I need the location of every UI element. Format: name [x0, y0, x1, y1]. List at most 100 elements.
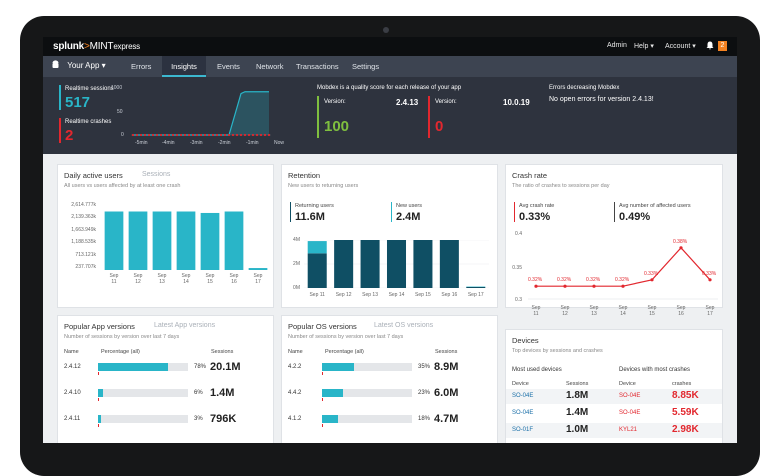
- realtime-crash-point: [228, 134, 230, 136]
- realtime-crash-point: [224, 134, 226, 136]
- mobdex-a-version: 2.4.13: [396, 98, 418, 107]
- tab-transactions[interactable]: Transactions: [294, 56, 341, 77]
- version-name: 4.4.2: [288, 390, 301, 396]
- device-name[interactable]: KYL21: [619, 427, 637, 433]
- device-crashes-value: 8.85K: [672, 390, 699, 401]
- sessions-value: 20.1M: [210, 361, 241, 373]
- avg-crash-rate-value: 0.33%: [519, 211, 550, 223]
- tab-sessions[interactable]: Sessions: [142, 171, 170, 178]
- crash-marker: [98, 398, 99, 401]
- retention-card: Retention New users to returning users R…: [281, 164, 498, 308]
- dau-bar[interactable]: [225, 212, 244, 271]
- sessions-value: 4.7M: [434, 413, 458, 425]
- tab-settings[interactable]: Settings: [350, 56, 381, 77]
- realtime-xtick: -1min: [246, 140, 259, 146]
- tab-latest-app-versions[interactable]: Latest App versions: [154, 322, 215, 329]
- sessions-value: 6.0M: [434, 387, 458, 399]
- notification-badge[interactable]: 2: [718, 41, 727, 51]
- card-subtitle: All users vs users affected by at least …: [64, 183, 180, 189]
- device-name[interactable]: SO-04E: [619, 410, 640, 416]
- dau-bar[interactable]: [249, 268, 268, 270]
- realtime-crash-point: [220, 134, 222, 136]
- admin-link[interactable]: Admin: [607, 42, 627, 49]
- percentage-bar-fill: [322, 363, 354, 371]
- percentage-value: 23%: [418, 390, 430, 396]
- crash-rate-point[interactable]: [679, 246, 682, 249]
- realtime-sessions-area: [133, 92, 269, 135]
- brand-name: splunk: [53, 41, 84, 52]
- chevron-down-icon: ▾: [102, 61, 106, 70]
- realtime-crash-point: [184, 134, 186, 136]
- device-name[interactable]: SO-04E: [512, 410, 533, 416]
- realtime-crash-point: [172, 134, 174, 136]
- version-name: 4.1.2: [288, 416, 301, 422]
- avg-affected-users-accent: [614, 202, 615, 222]
- app-selector[interactable]: Your App ▾: [51, 60, 106, 70]
- brand-logo[interactable]: splunk>MINTexpress: [53, 41, 140, 52]
- mobdex-a-accent: [317, 96, 319, 138]
- mobdex-b-accent: [428, 96, 430, 138]
- most-crashes-devices-title: Devices with most crashes: [619, 367, 690, 373]
- dau-bar[interactable]: [201, 213, 220, 270]
- crash-rate-point[interactable]: [563, 285, 566, 288]
- retention-returning-bar[interactable]: [308, 253, 327, 288]
- percentage-bar-fill: [98, 415, 101, 423]
- tab-events[interactable]: Events: [215, 56, 242, 77]
- tab-latest-os-versions[interactable]: Latest OS versions: [374, 322, 433, 329]
- crash-marker: [98, 424, 99, 427]
- bell-icon[interactable]: [706, 41, 714, 50]
- retention-chart: [304, 240, 489, 288]
- tab-network[interactable]: Network: [254, 56, 286, 77]
- help-menu[interactable]: Help ▾: [634, 42, 654, 50]
- percentage-value: 3%: [194, 416, 203, 422]
- device-name[interactable]: SO-04E: [512, 393, 533, 399]
- crash-marker: [98, 372, 99, 375]
- percentage-value: 78%: [194, 364, 206, 370]
- tab-insights[interactable]: Insights: [162, 56, 206, 77]
- retention-returning-bar[interactable]: [387, 240, 406, 288]
- retention-new-bar[interactable]: [308, 241, 327, 253]
- dau-bar[interactable]: [177, 212, 196, 271]
- dau-bar[interactable]: [153, 212, 172, 271]
- camera-icon: [383, 27, 389, 33]
- device-name[interactable]: SO-04E: [619, 393, 640, 399]
- retention-returning-bar[interactable]: [413, 240, 432, 288]
- crash-rate-point[interactable]: [708, 278, 711, 281]
- returning-users-label: Returning users: [295, 203, 334, 209]
- dau-chart: [102, 205, 270, 270]
- card-subtitle: New users to returning users: [288, 183, 358, 189]
- dau-bar[interactable]: [105, 212, 124, 271]
- retention-returning-bar[interactable]: [440, 240, 459, 288]
- retention-returning-bar[interactable]: [361, 240, 380, 288]
- realtime-xtick: -5min: [135, 140, 148, 146]
- version-name: 2.4.11: [64, 416, 80, 422]
- percentage-value: 35%: [418, 364, 430, 370]
- retention-returning-bar[interactable]: [466, 287, 485, 288]
- tab-errors[interactable]: Errors: [129, 56, 153, 77]
- crash-rate-point[interactable]: [621, 285, 624, 288]
- realtime-stats-panel: Realtime sessions 517 Realtime crashes 2…: [43, 77, 737, 154]
- crash-rate-point[interactable]: [650, 278, 653, 281]
- sessions-value: 1.4M: [210, 387, 234, 399]
- realtime-crash-point: [136, 134, 138, 136]
- device-name[interactable]: SO-01F: [512, 427, 533, 433]
- realtime-crash-point: [252, 134, 254, 136]
- crash-rate-point[interactable]: [592, 285, 595, 288]
- dau-ytick: 1,663.949k: [58, 227, 96, 233]
- crash-point-label: 0.32%: [586, 277, 600, 283]
- retention-ytick: 2M: [282, 261, 300, 267]
- dau-xtick: Sep 16: [223, 273, 245, 285]
- card-title: Devices: [512, 336, 539, 345]
- percentage-value: 6%: [194, 390, 203, 396]
- retention-returning-bar[interactable]: [334, 240, 353, 288]
- crash-rate-point[interactable]: [534, 285, 537, 288]
- dau-bar[interactable]: [129, 212, 148, 271]
- account-menu[interactable]: Account ▾: [665, 42, 696, 50]
- realtime-crash-point: [240, 134, 242, 136]
- realtime-crash-point: [256, 134, 258, 136]
- help-label: Help: [634, 43, 648, 50]
- percentage-value: 18%: [418, 416, 430, 422]
- crash-xtick: Sep 13: [583, 305, 605, 317]
- realtime-crash-point: [176, 134, 178, 136]
- top-bar: splunk>MINTexpress Admin Help ▾ Account …: [43, 37, 737, 56]
